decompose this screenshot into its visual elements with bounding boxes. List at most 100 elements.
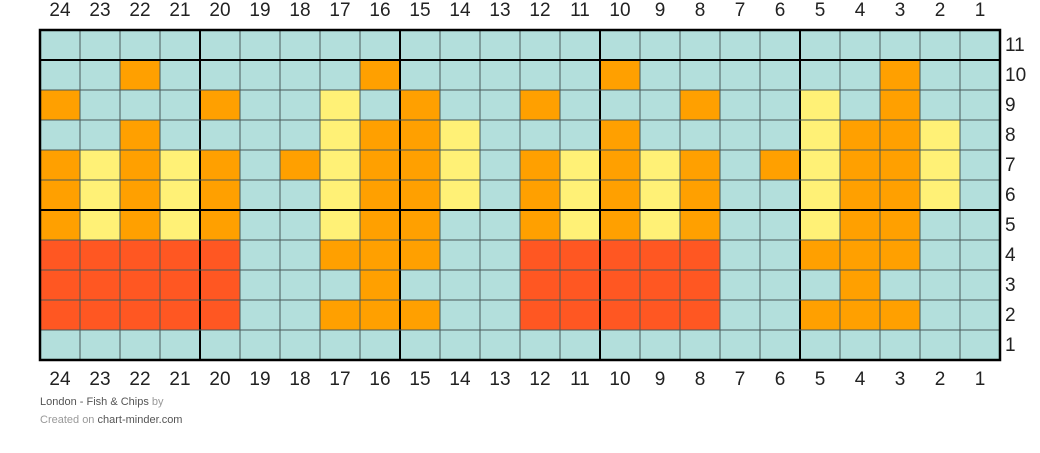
stitch	[80, 240, 120, 270]
column-label: 6	[775, 369, 786, 390]
site-link[interactable]: chart-minder.com	[98, 414, 183, 426]
stitch	[800, 270, 840, 300]
row-label: 1	[1005, 335, 1016, 356]
stitch	[320, 30, 360, 60]
stitch	[80, 300, 120, 330]
stitch	[720, 240, 760, 270]
stitch	[280, 270, 320, 300]
stitch	[40, 240, 80, 270]
stitch	[40, 150, 80, 180]
stitch	[640, 150, 680, 180]
stitch	[880, 270, 920, 300]
stitch	[800, 210, 840, 240]
stitch	[520, 60, 560, 90]
stitch	[560, 30, 600, 60]
stitch	[640, 30, 680, 60]
stitch	[40, 210, 80, 240]
stitch	[200, 240, 240, 270]
stitch	[560, 150, 600, 180]
stitch	[880, 150, 920, 180]
column-label: 8	[695, 0, 706, 21]
stitch	[720, 330, 760, 360]
stitch	[800, 330, 840, 360]
row-label: 6	[1005, 185, 1016, 206]
stitch	[120, 90, 160, 120]
stitch	[680, 120, 720, 150]
stitch	[600, 330, 640, 360]
row-label: 10	[1005, 65, 1026, 86]
stitch	[400, 240, 440, 270]
stitch	[960, 240, 1000, 270]
stitch	[400, 300, 440, 330]
stitch	[200, 180, 240, 210]
row-label: 11	[1005, 35, 1025, 56]
stitch	[960, 210, 1000, 240]
stitch	[760, 150, 800, 180]
stitch	[800, 300, 840, 330]
column-label: 18	[289, 0, 310, 21]
stitch	[640, 60, 680, 90]
stitch	[880, 120, 920, 150]
stitch	[680, 150, 720, 180]
stitch	[280, 300, 320, 330]
column-label: 11	[570, 0, 590, 21]
stitch	[880, 330, 920, 360]
row-label: 7	[1005, 155, 1016, 176]
stitch	[320, 210, 360, 240]
stitch	[400, 150, 440, 180]
stitch	[280, 240, 320, 270]
stitch	[440, 30, 480, 60]
stitch	[440, 120, 480, 150]
stitch	[280, 30, 320, 60]
stitch	[320, 270, 360, 300]
stitch	[320, 60, 360, 90]
stitch	[840, 120, 880, 150]
stitch	[360, 150, 400, 180]
stitch	[760, 120, 800, 150]
stitch	[880, 300, 920, 330]
stitch	[360, 330, 400, 360]
stitch	[840, 210, 880, 240]
stitch	[760, 30, 800, 60]
stitch	[120, 60, 160, 90]
stitch	[760, 330, 800, 360]
stitch	[520, 150, 560, 180]
stitch	[440, 270, 480, 300]
stitch	[120, 210, 160, 240]
stitch	[480, 60, 520, 90]
stitch	[320, 330, 360, 360]
stitch	[560, 240, 600, 270]
column-label: 1	[975, 0, 986, 21]
stitch	[80, 30, 120, 60]
stitch	[920, 300, 960, 330]
stitch	[800, 150, 840, 180]
stitch	[880, 30, 920, 60]
stitch	[200, 150, 240, 180]
stitch	[240, 150, 280, 180]
column-label: 8	[695, 369, 706, 390]
stitch	[600, 90, 640, 120]
stitch	[760, 270, 800, 300]
stitch	[360, 300, 400, 330]
stitch	[960, 60, 1000, 90]
column-label: 23	[89, 0, 110, 21]
stitch	[200, 90, 240, 120]
stitch	[560, 90, 600, 120]
stitch	[920, 270, 960, 300]
stitch	[480, 240, 520, 270]
stitch	[200, 120, 240, 150]
stitch	[960, 120, 1000, 150]
stitch	[520, 270, 560, 300]
stitch	[400, 60, 440, 90]
stitch	[160, 270, 200, 300]
stitch	[200, 60, 240, 90]
stitch	[400, 210, 440, 240]
stitch	[40, 270, 80, 300]
stitch	[680, 210, 720, 240]
stitch	[480, 30, 520, 60]
column-label: 19	[249, 369, 270, 390]
stitch	[360, 270, 400, 300]
stitch	[800, 180, 840, 210]
stitch	[640, 210, 680, 240]
column-label: 17	[329, 369, 350, 390]
